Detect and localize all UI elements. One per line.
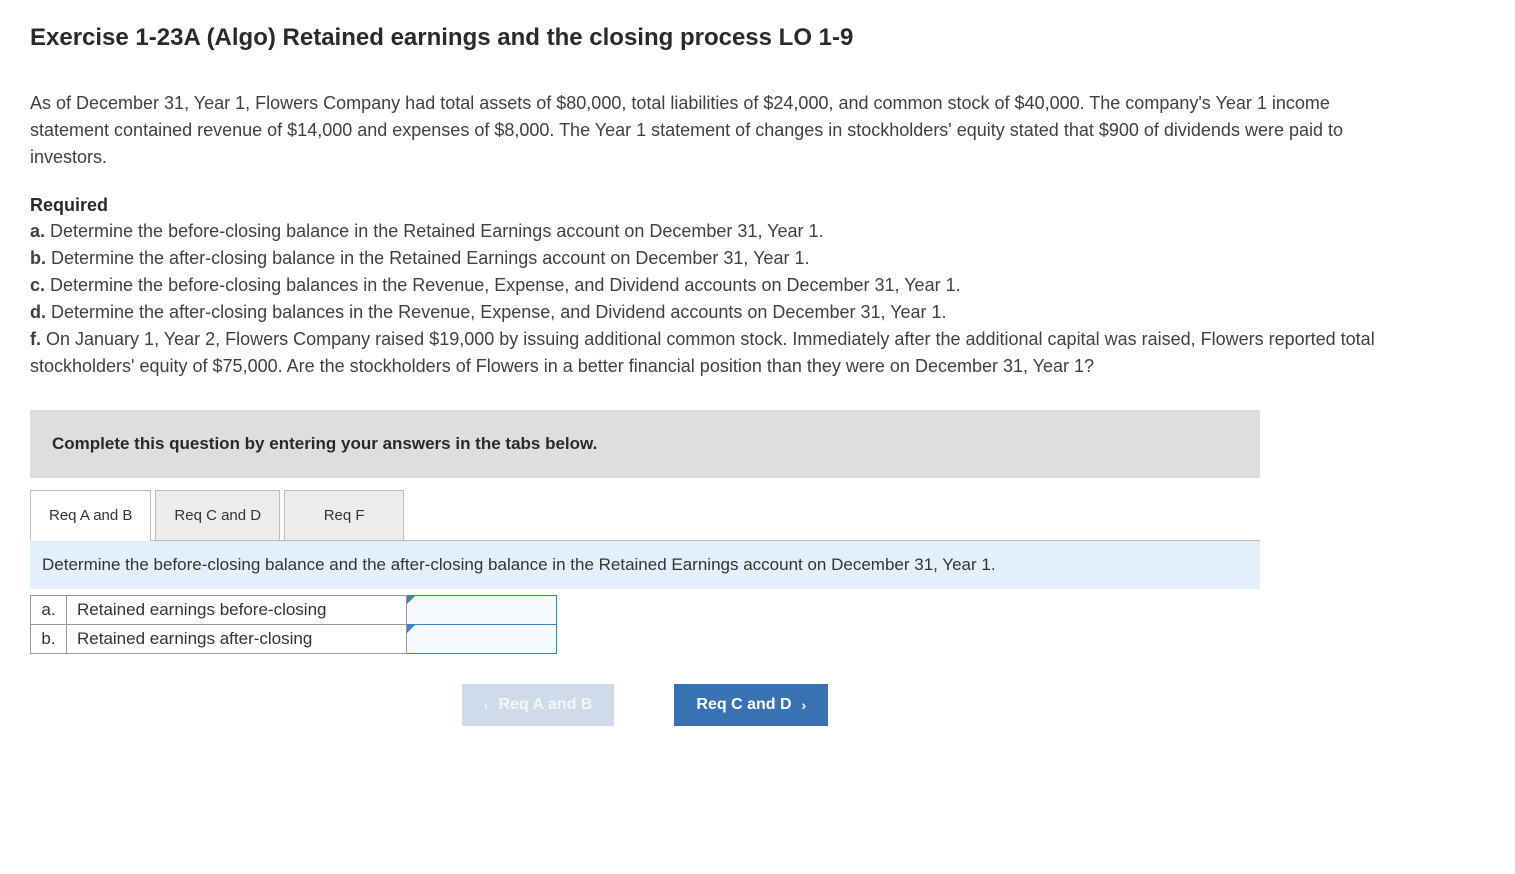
nav-buttons: ‹ Req A and B Req C and D › [30,684,1260,726]
chevron-right-icon: › [802,697,807,713]
prev-button: ‹ Req A and B [462,684,615,726]
input-corner-icon [407,596,415,604]
requirement-item: c. Determine the before-closing balances… [30,272,1400,299]
table-row: b. Retained earnings after-closing [31,625,557,654]
instruction-bar: Complete this question by entering your … [30,410,1260,478]
chevron-left-icon: ‹ [484,697,489,713]
retained-before-input[interactable] [407,596,556,624]
tab-req-a-b[interactable]: Req A and B [30,490,151,541]
retained-after-input[interactable] [407,625,556,653]
requirement-item: d. Determine the after-closing balances … [30,299,1400,326]
req-text: Determine the before-closing balances in… [45,275,961,295]
row-label: Retained earnings before-closing [67,596,407,625]
req-text: On January 1, Year 2, Flowers Company ra… [30,329,1375,376]
row-label: Retained earnings after-closing [67,625,407,654]
answer-input-cell[interactable] [407,625,557,654]
requirement-item: f. On January 1, Year 2, Flowers Company… [30,326,1400,380]
row-letter: a. [31,596,67,625]
req-letter: b. [30,248,46,268]
req-text: Determine the after-closing balance in t… [46,248,809,268]
next-button[interactable]: Req C and D › [674,684,828,726]
requirement-item: a. Determine the before-closing balance … [30,218,1400,245]
tabs-container: Req A and B Req C and D Req F Determine … [30,490,1260,726]
exercise-title: Exercise 1-23A (Algo) Retained earnings … [30,24,1485,52]
req-text: Determine the before-closing balance in … [45,221,823,241]
tab-row: Req A and B Req C and D Req F [30,490,1260,541]
req-letter: a. [30,221,45,241]
prev-label: Req A and B [498,696,592,714]
tab-req-c-d[interactable]: Req C and D [155,490,280,541]
answer-table: a. Retained earnings before-closing b. R… [30,595,557,654]
tab-prompt: Determine the before-closing balance and… [30,540,1260,589]
answer-input-cell[interactable] [407,596,557,625]
requirements-list: a. Determine the before-closing balance … [30,218,1400,380]
problem-text: As of December 31, Year 1, Flowers Compa… [30,90,1400,171]
required-label: Required [30,195,1485,216]
tab-req-f[interactable]: Req F [284,490,404,541]
requirement-item: b. Determine the after-closing balance i… [30,245,1400,272]
input-corner-icon [407,625,415,633]
req-letter: c. [30,275,45,295]
table-row: a. Retained earnings before-closing [31,596,557,625]
req-letter: d. [30,302,46,322]
req-text: Determine the after-closing balances in … [46,302,947,322]
row-letter: b. [31,625,67,654]
next-label: Req C and D [696,696,791,714]
req-letter: f. [30,329,41,349]
